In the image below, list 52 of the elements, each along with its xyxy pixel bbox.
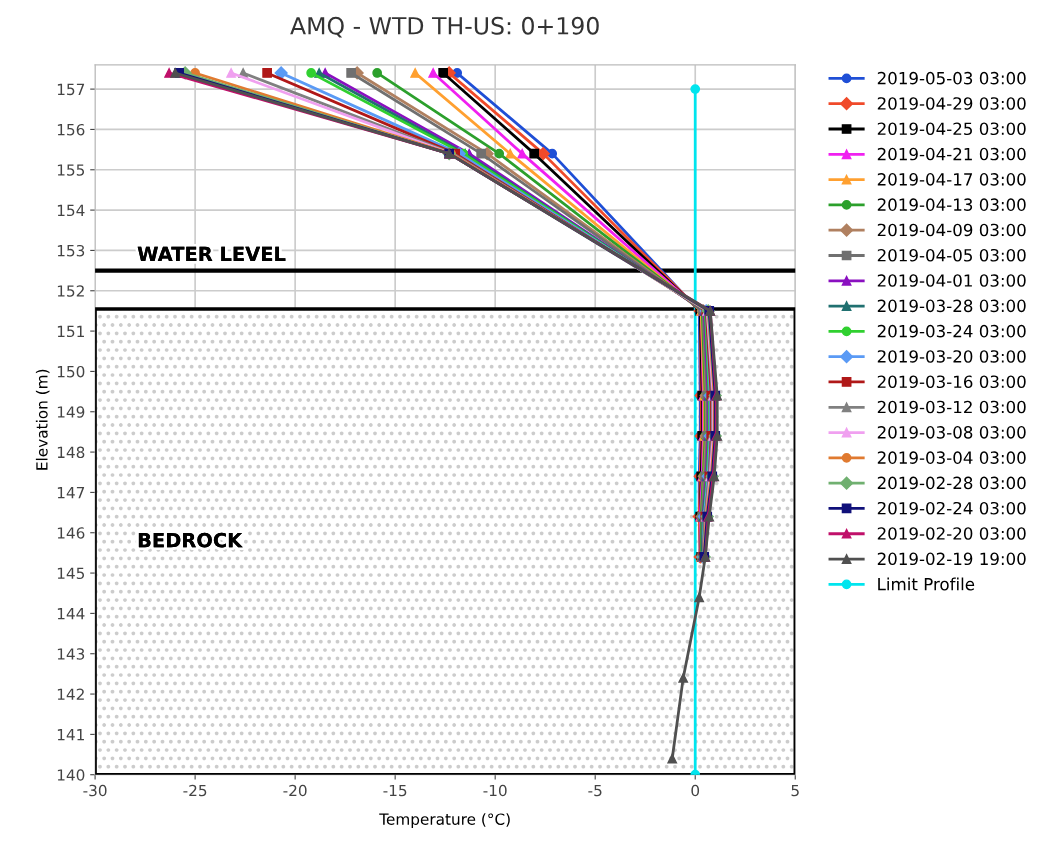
y-tick-label: 143 bbox=[57, 648, 85, 660]
y-tick-label: 150 bbox=[57, 365, 85, 378]
legend-label: 2019-04-17 03:00 bbox=[877, 173, 1026, 186]
x-tick-label: -20 bbox=[283, 784, 307, 797]
y-tick-label: 146 bbox=[57, 527, 85, 539]
legend-label: 2019-04-13 03:00 bbox=[877, 198, 1026, 211]
legend-label: 2019-04-21 03:00 bbox=[877, 147, 1026, 161]
x-tick-label: 0 bbox=[691, 784, 700, 797]
legend-label: 2019-03-04 03:00 bbox=[877, 451, 1026, 464]
legend-label: 2019-02-20 03:00 bbox=[877, 527, 1026, 540]
y-tick-label: 141 bbox=[57, 729, 84, 741]
legend-label: 2019-03-28 03:00 bbox=[877, 299, 1026, 313]
y-tick-label: 155 bbox=[57, 164, 85, 176]
y-tick-label: 149 bbox=[57, 406, 85, 418]
x-tick-label: -25 bbox=[183, 784, 207, 797]
legend-label: 2019-03-20 03:00 bbox=[877, 350, 1026, 363]
y-tick-label: 147 bbox=[57, 487, 85, 499]
legend-label: 2019-04-05 03:00 bbox=[877, 248, 1026, 262]
y-tick-label: 148 bbox=[57, 446, 85, 459]
y-tick-label: 152 bbox=[57, 285, 84, 297]
band-label: BEDROCK bbox=[138, 532, 243, 548]
legend-label: 2019-02-19 19:00 bbox=[877, 552, 1026, 566]
x-tick-label: -30 bbox=[83, 784, 107, 797]
x-tick-label: -5 bbox=[588, 784, 602, 797]
y-tick-label: 157 bbox=[57, 83, 85, 96]
legend-label: 2019-02-24 03:00 bbox=[877, 501, 1026, 515]
y-tick-label: 142 bbox=[57, 688, 84, 700]
legend-label: 2019-04-01 03:00 bbox=[877, 274, 1026, 287]
legend-label: 2019-03-16 03:00 bbox=[877, 375, 1026, 389]
legend-label: 2019-02-28 03:00 bbox=[877, 476, 1026, 490]
y-axis-title: Elevation (m) bbox=[35, 369, 50, 470]
legend-label: 2019-03-08 03:00 bbox=[877, 426, 1026, 439]
y-tick-label: 156 bbox=[57, 123, 85, 136]
chart-title: AMQ - WTD TH-US: 0+190 bbox=[290, 16, 599, 38]
legend-label: 2019-03-24 03:00 bbox=[877, 324, 1026, 338]
legend-label: Limit Profile bbox=[878, 577, 975, 591]
legend-label: 2019-04-25 03:00 bbox=[877, 122, 1026, 136]
legend-label: 2019-04-29 03:00 bbox=[877, 97, 1026, 110]
x-tick-label: 5 bbox=[791, 784, 799, 797]
x-tick-label: -15 bbox=[383, 784, 407, 797]
legend-label: 2019-03-12 03:00 bbox=[877, 400, 1026, 414]
y-tick-label: 144 bbox=[57, 608, 85, 620]
y-tick-label: 151 bbox=[57, 325, 84, 338]
legend-label: 2019-04-09 03:00 bbox=[877, 223, 1026, 237]
y-tick-label: 140 bbox=[57, 769, 85, 781]
y-tick-label: 153 bbox=[57, 244, 85, 257]
ref-line-label: WATER LEVEL bbox=[137, 246, 286, 261]
x-axis-title: Temperature (°C) bbox=[379, 813, 510, 828]
y-tick-label: 145 bbox=[57, 567, 85, 580]
y-tick-label: 154 bbox=[57, 204, 85, 217]
x-tick-label: -10 bbox=[483, 784, 507, 797]
legend-label: 2019-05-03 03:00 bbox=[877, 71, 1026, 85]
